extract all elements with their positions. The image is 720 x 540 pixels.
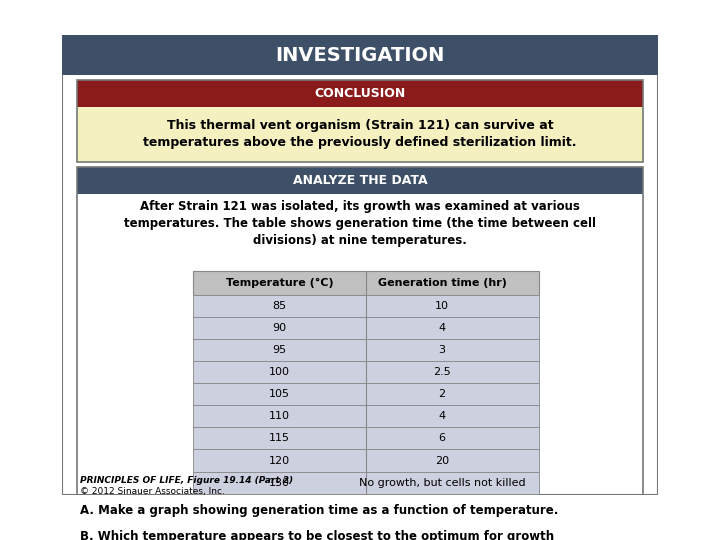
Bar bbox=[193, 449, 539, 471]
Bar bbox=[62, 35, 658, 76]
Text: 130: 130 bbox=[269, 477, 290, 488]
Text: 110: 110 bbox=[269, 411, 290, 421]
Text: ANALYZE THE DATA: ANALYZE THE DATA bbox=[293, 174, 427, 187]
Text: 105: 105 bbox=[269, 389, 290, 399]
Text: 4: 4 bbox=[438, 411, 446, 421]
Text: 10: 10 bbox=[435, 301, 449, 311]
Text: 120: 120 bbox=[269, 456, 290, 465]
Text: INVESTIGATION: INVESTIGATION bbox=[275, 46, 445, 65]
Text: 90: 90 bbox=[272, 323, 287, 333]
Text: 6: 6 bbox=[438, 434, 446, 443]
Bar bbox=[77, 107, 643, 162]
Text: Generation time (hr): Generation time (hr) bbox=[377, 278, 506, 288]
Text: © 2012 Sinauer Associates, Inc.: © 2012 Sinauer Associates, Inc. bbox=[80, 487, 225, 496]
Text: 2: 2 bbox=[438, 389, 446, 399]
Text: PRINCIPLES OF LIFE, Figure 19.14 (Part 2): PRINCIPLES OF LIFE, Figure 19.14 (Part 2… bbox=[80, 476, 293, 485]
Text: CONCLUSION: CONCLUSION bbox=[315, 87, 405, 100]
Text: B. Which temperature appears to be closest to the optimum for growth
    of Stra: B. Which temperature appears to be close… bbox=[80, 530, 554, 540]
Bar bbox=[193, 383, 539, 406]
Bar bbox=[193, 271, 539, 295]
Text: 4: 4 bbox=[438, 323, 446, 333]
Text: 3: 3 bbox=[438, 345, 446, 355]
Bar bbox=[77, 80, 643, 162]
Bar bbox=[77, 80, 643, 107]
Bar bbox=[77, 167, 643, 194]
Text: A. Make a graph showing generation time as a function of temperature.: A. Make a graph showing generation time … bbox=[80, 504, 558, 517]
Bar bbox=[193, 406, 539, 427]
Text: Figure 19.14  What Is the Highest Temperature Compatible with Life? (Part 2): Figure 19.14 What Is the Highest Tempera… bbox=[7, 11, 521, 24]
Text: 100: 100 bbox=[269, 367, 290, 377]
Text: No growth, but cells not killed: No growth, but cells not killed bbox=[359, 477, 526, 488]
Text: 95: 95 bbox=[272, 345, 287, 355]
Text: 115: 115 bbox=[269, 434, 290, 443]
Bar bbox=[193, 295, 539, 317]
Text: After Strain 121 was isolated, its growth was examined at various
temperatures. : After Strain 121 was isolated, its growt… bbox=[124, 200, 596, 247]
Text: 2.5: 2.5 bbox=[433, 367, 451, 377]
Bar bbox=[193, 471, 539, 494]
Text: 20: 20 bbox=[435, 456, 449, 465]
Bar bbox=[193, 339, 539, 361]
Text: Temperature (°C): Temperature (°C) bbox=[226, 278, 333, 288]
Bar bbox=[193, 361, 539, 383]
Text: 85: 85 bbox=[272, 301, 287, 311]
Bar bbox=[193, 317, 539, 339]
Bar bbox=[193, 427, 539, 449]
Text: This thermal vent organism (Strain 121) can survive at
temperatures above the pr: This thermal vent organism (Strain 121) … bbox=[143, 119, 577, 150]
